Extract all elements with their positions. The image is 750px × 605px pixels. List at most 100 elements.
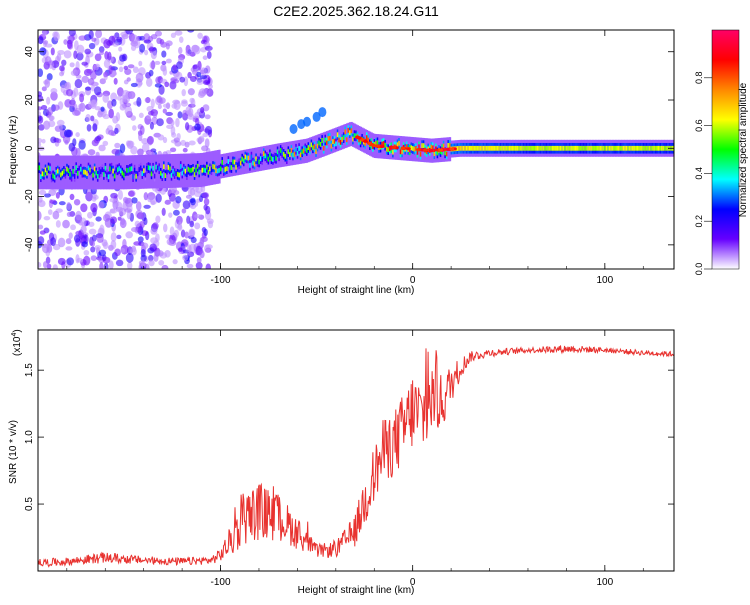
spectrogram-cell: [87, 211, 93, 219]
spectrogram-cell: [65, 88, 74, 97]
spectrogram-cell: [145, 72, 152, 79]
spectrogram-cell: [490, 145, 493, 151]
spectrogram-cell: [66, 202, 71, 210]
spectrogram-cell: [588, 145, 592, 151]
spectrogram-cell: [579, 145, 582, 151]
spectrogram-cell: [487, 145, 490, 151]
spectrogram-cell: [199, 164, 203, 170]
spectrogram-cell: [95, 30, 103, 39]
spectrogram-cell: [41, 86, 47, 92]
spectrogram-cell: [524, 145, 527, 151]
spectrogram-cell: [199, 250, 205, 259]
spectrogram-cell: [398, 140, 401, 146]
spectrogram-cell: [124, 102, 132, 108]
spectrogram-cell: [95, 216, 102, 222]
spectrogram-cell: [124, 171, 127, 177]
spectrogram-cell: [473, 145, 476, 151]
spectrogram-cell: [116, 234, 122, 240]
spectrogram-cell: [430, 144, 433, 150]
spectrogram-cell: [152, 222, 159, 230]
spectrogram-cell: [139, 125, 145, 135]
spectrogram-cell: [61, 59, 67, 66]
spectrogram-cell: [119, 104, 126, 111]
spectrogram-cell: [282, 151, 286, 157]
spectrogram-cell: [120, 247, 126, 254]
spectrogram-cell: [66, 211, 73, 217]
spectrogram-cell: [173, 209, 180, 216]
spectrogram-cell: [290, 147, 293, 153]
colorbar-tick-label: 0.0: [694, 263, 704, 276]
spectrogram-cell: [169, 166, 172, 172]
spectrogram-cell: [38, 236, 45, 245]
spectrogram-cell: [90, 246, 96, 253]
spectrogram-cell: [171, 103, 178, 109]
spectrogram-cell: [306, 148, 309, 153]
spectrogram-cell: [379, 144, 385, 149]
spectrogram-cell: [396, 142, 399, 148]
spectrogram-cell: [114, 142, 121, 149]
spectrogram-cell: [141, 143, 150, 153]
spectrogram-cell: [627, 145, 630, 151]
spectrogram-cell: [44, 56, 52, 65]
spectrogram-cell: [166, 124, 174, 129]
spectrogram-cell: [202, 55, 208, 60]
spectrogram-cell: [209, 166, 212, 172]
spectrogram-cell: [289, 152, 292, 157]
spectrogram-cell: [571, 145, 575, 151]
spectrogram-cell: [233, 159, 236, 165]
spectrogram-cell: [133, 167, 137, 173]
spectrogram-cell: [63, 50, 72, 59]
spectrogram-cell: [310, 142, 313, 148]
spectrogram-cell: [149, 165, 152, 171]
spectrogram-cell: [46, 107, 54, 116]
spectrogram-cell: [624, 145, 627, 151]
spectrogram-cell: [312, 145, 315, 151]
spectrogram-cell: [194, 213, 202, 219]
spectrogram-cell: [92, 123, 98, 132]
spectrogram-cell: [170, 32, 177, 39]
spectrogram-cell: [110, 239, 117, 250]
spectrogram-cell: [498, 145, 501, 151]
spectrogram-cell: [239, 160, 243, 166]
spectrogram-cell: [193, 45, 201, 55]
spectrogram-cell: [125, 231, 133, 239]
spectrogram-cell: [55, 138, 62, 144]
spectrogram-cell: [75, 210, 82, 221]
spectrogram-cell: [551, 145, 555, 151]
colorbar-ramp: [711, 29, 740, 270]
spectrogram-cell: [585, 145, 588, 151]
spectrogram-cell: [175, 196, 182, 204]
spectrogram-cell: [40, 174, 43, 180]
spectrogram-cell: [185, 194, 193, 199]
spectrogram-cell: [241, 156, 244, 162]
spectrogram-cell: [174, 140, 182, 147]
spectrogram-cell: [62, 219, 70, 229]
spectrogram-cell: [621, 145, 624, 151]
spectrogram-cell: [103, 172, 106, 177]
spectrogram-cell: [531, 145, 535, 151]
spectrogram-cell: [203, 198, 210, 206]
spectrogram-cell: [89, 167, 92, 173]
spectrogram-cell: [137, 148, 144, 156]
spectrogram-cell: [185, 106, 191, 115]
spectrogram-cell: [38, 68, 44, 77]
spectrogram-cell: [110, 232, 117, 242]
spectrogram-cell: [542, 145, 545, 151]
spectrogram-cell: [88, 30, 94, 40]
spectrogram-cell: [110, 92, 118, 102]
spectrogram-cell: [58, 201, 66, 206]
spectrogram-cell: [47, 120, 56, 128]
spectrogram-cell: [212, 164, 215, 169]
spectrogram-cell: [110, 165, 113, 171]
spectrogram-cell: [76, 52, 84, 61]
spectrogram-cell: [122, 238, 127, 249]
spectrogram-cell: [186, 263, 194, 269]
spectrogram-cell: [99, 262, 104, 269]
spectrogram-cell: [90, 115, 95, 122]
spectrogram-cell: [662, 145, 665, 151]
spectrogram-cell: [87, 149, 96, 156]
spectrogram-cell: [478, 145, 481, 151]
spectrogram-cell: [57, 49, 65, 55]
spectrogram-cell: [495, 145, 498, 151]
snr-scale-label: (x104): [11, 329, 23, 356]
